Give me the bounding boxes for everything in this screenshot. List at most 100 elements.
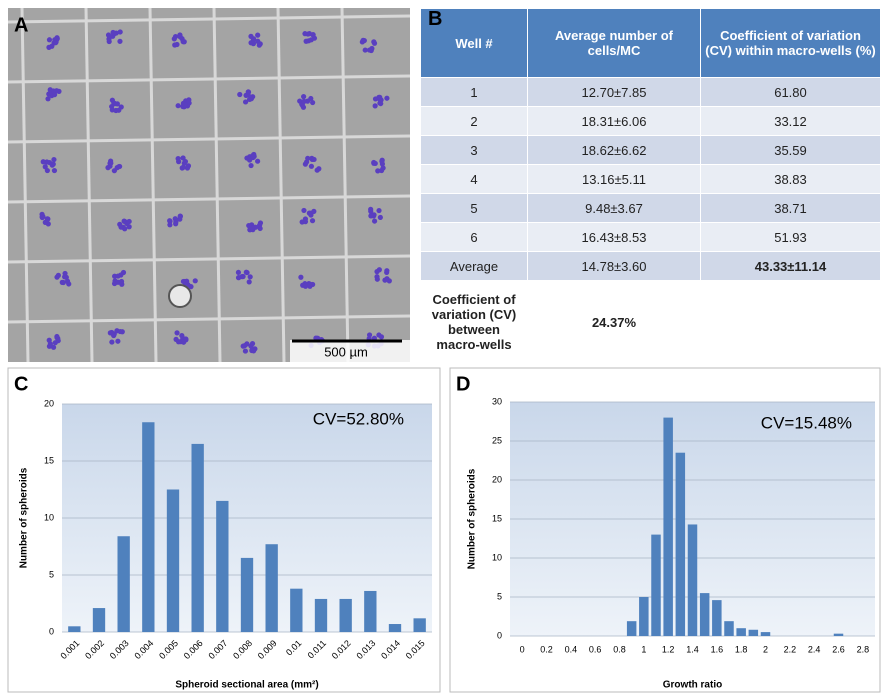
x-tick-label: 0.004 xyxy=(132,638,155,661)
panel-label: A xyxy=(14,14,28,36)
cell-cluster xyxy=(255,39,260,44)
x-tick-label: 0.003 xyxy=(108,638,131,661)
cell-cluster xyxy=(372,218,377,223)
cell-cluster xyxy=(112,278,117,283)
cell-cluster xyxy=(248,343,253,348)
cell-cluster xyxy=(44,159,49,164)
cell-cluster xyxy=(307,211,312,216)
cell-cluster xyxy=(52,92,57,97)
y-tick-label: 25 xyxy=(492,435,502,445)
cell-cluster xyxy=(185,103,190,108)
cell-cluster xyxy=(54,334,59,339)
cell-cluster xyxy=(306,38,311,43)
cell-cluster xyxy=(176,156,181,161)
cell-cluster xyxy=(318,338,323,343)
cell-cluster xyxy=(110,98,115,103)
bar xyxy=(676,453,685,636)
cell-cluster xyxy=(375,277,380,282)
annotation: CV=52.80% xyxy=(313,409,404,428)
cell-cluster xyxy=(106,36,111,41)
cell-cluster xyxy=(247,97,252,102)
cell-cluster xyxy=(181,39,186,44)
cell: 13.16±5.11 xyxy=(528,165,701,194)
cell-cluster xyxy=(46,91,51,96)
cell-cluster xyxy=(237,92,242,97)
cell-cluster xyxy=(319,337,324,342)
cell-cluster xyxy=(113,108,118,113)
cell-cluster xyxy=(180,336,185,341)
cell-cluster xyxy=(40,214,45,219)
cell-cluster xyxy=(183,283,188,288)
cell-cluster xyxy=(255,33,260,38)
cell-cluster xyxy=(111,333,116,338)
x-tick-label: 2.4 xyxy=(808,644,821,654)
cell-cluster xyxy=(251,152,256,157)
cell-cluster xyxy=(172,36,177,41)
cell-cluster xyxy=(243,348,248,353)
cell-cluster xyxy=(45,216,50,221)
bar xyxy=(688,524,697,636)
bar xyxy=(315,599,327,632)
cell-cluster xyxy=(114,30,119,35)
cell-cluster xyxy=(251,348,256,353)
plot-background xyxy=(510,402,875,636)
cell: 14.78±3.60 xyxy=(528,252,701,281)
cell-cluster xyxy=(379,334,384,339)
well-edge xyxy=(278,8,284,362)
cell-cluster xyxy=(251,36,256,41)
cell: Coefficient of variation (CV) between ma… xyxy=(421,281,528,364)
x-tick-label: 1.2 xyxy=(662,644,675,654)
cell-cluster xyxy=(182,39,187,44)
cell-cluster xyxy=(309,156,314,161)
cell-cluster xyxy=(243,93,248,98)
bar xyxy=(266,544,278,632)
cell-cluster xyxy=(371,213,376,218)
cell-cluster xyxy=(250,225,255,230)
cell: 18.62±6.62 xyxy=(528,136,701,165)
panel-label: D xyxy=(456,373,470,395)
cell-cluster xyxy=(241,344,246,349)
cell-cluster xyxy=(50,163,55,168)
cell-cluster xyxy=(118,225,123,230)
cell-cluster xyxy=(304,39,309,44)
cell-cluster xyxy=(362,38,367,43)
cell-cluster xyxy=(251,41,256,46)
cell-cluster xyxy=(173,221,178,226)
cell-cluster xyxy=(248,163,253,168)
cell-cluster xyxy=(118,29,123,34)
cell-cluster xyxy=(45,216,50,221)
cell-cluster xyxy=(181,279,186,284)
cell-cluster xyxy=(47,344,52,349)
cell-cluster xyxy=(236,270,241,275)
cell-cluster xyxy=(312,36,317,41)
y-tick-label: 15 xyxy=(44,455,54,465)
cell-cluster xyxy=(257,223,262,228)
cell-cluster xyxy=(376,208,381,213)
cell-cluster xyxy=(117,222,122,227)
cell-cluster xyxy=(368,207,373,212)
cell-cluster xyxy=(43,220,48,225)
cell-cluster xyxy=(61,280,66,285)
cell-cluster xyxy=(115,339,120,344)
cell-cluster xyxy=(167,219,172,224)
bubble xyxy=(169,285,191,307)
cell-cluster xyxy=(51,162,56,167)
cell-cluster xyxy=(178,34,183,39)
cell-cluster xyxy=(307,284,312,289)
micrograph: 500 µmA xyxy=(8,8,410,362)
cell-cluster xyxy=(246,92,251,97)
cell-cluster xyxy=(167,218,172,223)
cell-cluster xyxy=(183,159,188,164)
x-tick-label: 0.015 xyxy=(404,638,427,661)
y-tick-label: 10 xyxy=(492,552,502,562)
bar xyxy=(414,618,426,632)
y-tick-label: 0 xyxy=(49,626,54,636)
cell-cluster xyxy=(119,282,124,287)
cell-cluster xyxy=(49,93,54,98)
cell-cluster xyxy=(301,208,306,213)
cell-cluster xyxy=(176,103,181,108)
cell-cluster xyxy=(45,96,50,101)
cell-cluster xyxy=(316,337,321,342)
page: Well #Average number of cells/MCCoeffici… xyxy=(0,0,883,696)
cell-cluster xyxy=(41,159,46,164)
